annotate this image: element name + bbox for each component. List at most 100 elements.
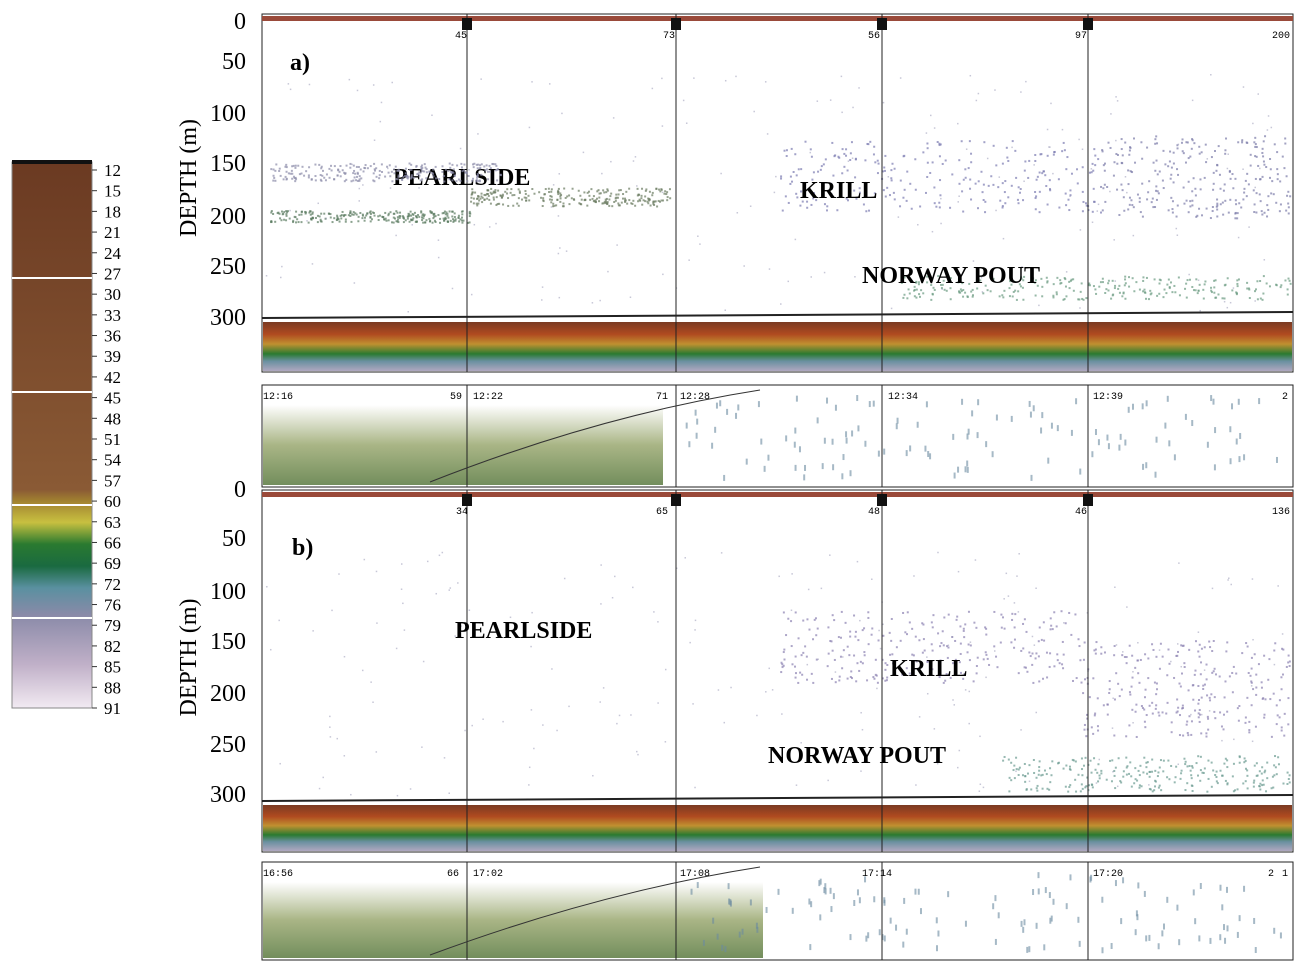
echo-dot <box>1129 197 1131 199</box>
echo-dot <box>432 169 434 171</box>
echo-dot <box>943 644 945 646</box>
strip-dot <box>1120 918 1122 924</box>
echo-dot <box>412 214 414 216</box>
echogram-number: 136 <box>1272 507 1290 518</box>
echo-dot <box>277 212 279 214</box>
strip-dot <box>1214 427 1216 433</box>
echo-dot <box>1173 677 1175 679</box>
echo-dot <box>402 215 404 217</box>
echo-dot <box>795 239 797 241</box>
echo-dot <box>443 180 445 182</box>
echo-dot <box>602 202 604 204</box>
echo-dot <box>308 174 310 176</box>
strip-dot <box>1145 935 1147 941</box>
echo-dot <box>358 200 360 202</box>
echo-dot <box>949 207 951 209</box>
echo-dot <box>320 213 322 215</box>
echo-dot <box>482 718 484 720</box>
echo-dot <box>605 191 607 193</box>
echo-dot <box>341 214 343 216</box>
echo-dot <box>1282 674 1284 676</box>
echo-dot <box>1233 763 1235 765</box>
echo-dot <box>308 176 310 178</box>
echo-dot <box>1212 210 1214 212</box>
echo-dot <box>1154 206 1156 208</box>
echo-dot <box>560 194 562 196</box>
echo-dot <box>512 205 514 207</box>
echo-dot <box>611 205 613 207</box>
echo-dot <box>1239 762 1241 764</box>
echo-dot <box>1139 765 1141 767</box>
echo-dot <box>1237 212 1239 214</box>
echo-dot <box>940 223 942 225</box>
echo-dot <box>1022 199 1024 201</box>
echo-dot <box>557 190 559 192</box>
echo-dot <box>1170 174 1172 176</box>
echo-dot <box>476 164 478 166</box>
echo-dot <box>1076 168 1078 170</box>
echo-dot <box>1204 646 1206 648</box>
echo-dot <box>975 183 977 185</box>
echo-dot <box>1263 140 1265 142</box>
echo-dot <box>1117 288 1119 290</box>
echo-dot <box>1091 772 1093 774</box>
echo-dot <box>1174 291 1176 293</box>
echo-dot <box>1209 697 1211 699</box>
echo-dot <box>1171 208 1173 210</box>
echo-dot <box>1058 207 1060 209</box>
echo-dot <box>975 559 977 561</box>
echo-dot <box>490 203 492 205</box>
echo-dot <box>588 195 590 197</box>
echo-dot <box>852 107 854 109</box>
echo-dot <box>599 193 601 195</box>
echo-dot <box>625 191 627 193</box>
echo-dot <box>1168 279 1170 281</box>
echo-dot <box>1084 641 1086 643</box>
echo-dot <box>735 76 737 78</box>
echo-dot <box>472 178 474 180</box>
echo-dot <box>913 575 915 577</box>
echo-dot <box>1002 760 1004 762</box>
echo-dot <box>592 302 594 304</box>
echo-dot <box>372 701 374 703</box>
echo-dot <box>386 220 388 222</box>
echo-dot <box>1213 640 1215 642</box>
echo-dot <box>1155 708 1157 710</box>
echo-dot <box>1186 200 1188 202</box>
echo-dot <box>1122 776 1124 778</box>
echo-dot <box>1003 238 1005 240</box>
echo-dot <box>1049 189 1051 191</box>
echo-dot <box>595 199 597 201</box>
echo-dot <box>465 171 467 173</box>
echo-dot <box>987 158 989 160</box>
echo-dot <box>270 168 272 170</box>
echo-dot <box>1157 173 1159 175</box>
echo-dot <box>1102 281 1104 283</box>
echo-dot <box>1205 144 1207 146</box>
echo-dot <box>1147 677 1149 679</box>
echo-dot <box>725 309 727 311</box>
echo-dot <box>884 170 886 172</box>
echo-dot <box>374 139 376 141</box>
echo-dot <box>962 289 964 291</box>
echo-dot <box>917 224 919 226</box>
echo-dot <box>1114 698 1116 700</box>
echo-dot <box>1193 177 1195 179</box>
echo-dot <box>450 220 452 222</box>
echo-dot <box>1172 212 1174 214</box>
echo-dot <box>1107 704 1109 706</box>
echo-dot <box>423 661 425 663</box>
echo-dot <box>1264 771 1266 773</box>
echo-dot <box>350 180 352 182</box>
echo-dot <box>588 191 590 193</box>
echo-dot <box>1186 765 1188 767</box>
echo-dot <box>1115 672 1117 674</box>
echo-dot <box>1256 775 1258 777</box>
strip-dot <box>1021 921 1023 927</box>
echo-dot <box>421 214 423 216</box>
echo-dot <box>461 222 463 224</box>
echo-dot <box>606 188 608 190</box>
strip-dot <box>1236 439 1238 445</box>
echo-dot <box>1025 81 1027 83</box>
echo-dot <box>1132 277 1134 279</box>
